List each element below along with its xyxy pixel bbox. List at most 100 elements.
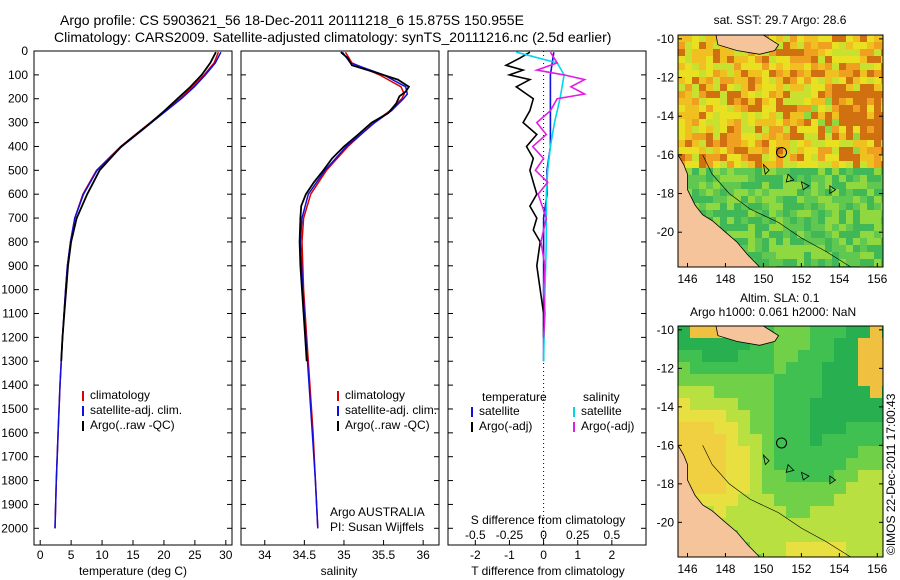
sst-field-cell (867, 119, 874, 126)
sst-field-cell (734, 161, 741, 168)
sla-field-cell (714, 434, 726, 446)
sst-field-cell (811, 154, 818, 161)
sst-field-cell (706, 42, 713, 49)
sst-field-cell (748, 168, 755, 175)
sst-field-cell (846, 210, 853, 217)
sst-field-cell (825, 126, 832, 133)
sst-field-cell (804, 175, 811, 182)
depth-tick-label: 2000 (1, 521, 28, 535)
sla-field-cell (690, 446, 702, 458)
sst-lon-label: 154 (829, 272, 849, 286)
sla-field-cell (822, 506, 834, 518)
sla-field-cell (774, 554, 786, 557)
sla-field-cell (678, 410, 690, 422)
sst-field-cell (741, 203, 748, 210)
sst-field-cell (825, 245, 832, 252)
sst-field-cell (804, 182, 811, 189)
sst-field-cell (741, 245, 748, 252)
sst-field-cell (825, 77, 832, 84)
sst-field-cell (825, 105, 832, 112)
sst-field-cell (741, 84, 748, 91)
sst-field-cell (776, 259, 783, 266)
sst-field-cell (720, 77, 727, 84)
sst-field-cell (804, 119, 811, 126)
sst-field-cell (734, 210, 741, 217)
sla-field-cell (678, 434, 690, 446)
sst-field-cell (860, 203, 867, 210)
sla-field-cell (870, 386, 882, 398)
sst-field-cell (734, 126, 741, 133)
depth-tick-label: 500 (8, 163, 28, 177)
sst-field-cell (769, 70, 776, 77)
sla-field-cell (714, 482, 726, 494)
sla-field-cell (858, 542, 870, 554)
sst-field-cell (720, 112, 727, 119)
sst-field-cell (776, 203, 783, 210)
sst-field-cell (860, 84, 867, 91)
sst-field-cell (804, 203, 811, 210)
sst-field-cell (685, 35, 692, 42)
sst-field-cell (720, 63, 727, 70)
sst-field-cell (853, 196, 860, 203)
sst-field-cell (874, 105, 881, 112)
sst-field-cell (727, 133, 734, 140)
sst-field-cell (769, 35, 776, 42)
sst-field-cell (839, 196, 846, 203)
sst-field-cell (755, 182, 762, 189)
sst-field-cell (839, 133, 846, 140)
sst-field-cell (706, 210, 713, 217)
sla-field-cell (846, 470, 858, 482)
sst-field-cell (881, 182, 883, 189)
sla-field-cell (834, 446, 846, 458)
sst-field-cell (776, 70, 783, 77)
sst-field-cell (860, 238, 867, 245)
sla-field-cell (798, 518, 810, 530)
sla-field-cell (714, 398, 726, 410)
sst-field-cell (755, 154, 762, 161)
sst-field-cell (741, 49, 748, 56)
sla-field-cell (714, 350, 726, 362)
sst-field-cell (818, 175, 825, 182)
sla-field-cell (762, 482, 774, 494)
sst-field-cell (825, 203, 832, 210)
sla-field-cell (858, 410, 870, 422)
sla-field-cell (846, 422, 858, 434)
sst-field-cell (797, 133, 804, 140)
sst-field-cell (699, 70, 706, 77)
sst-field-cell (755, 105, 762, 112)
sst-field-cell (762, 231, 769, 238)
sla-field-cell (762, 374, 774, 386)
sst-field-cell (825, 84, 832, 91)
sla-field-cell (690, 338, 702, 350)
sla-field-cell (822, 410, 834, 422)
sla-field-cell (714, 470, 726, 482)
sst-field-cell (797, 112, 804, 119)
depth-tick-label: 1100 (2, 307, 28, 321)
sst-field-cell (783, 175, 790, 182)
sla-field-cell (690, 422, 702, 434)
sla-field-cell (750, 350, 762, 362)
sst-field-cell (804, 210, 811, 217)
sal-tick-label: 35 (337, 548, 351, 562)
sst-field-cell (776, 133, 783, 140)
sst-field-cell (867, 224, 874, 231)
sst-field-cell (860, 49, 867, 56)
sst-field-cell (678, 112, 685, 119)
sla-field-cell (822, 554, 834, 557)
sst-field-cell (825, 49, 832, 56)
sst-field-cell (846, 217, 853, 224)
sst-field-cell (769, 56, 776, 63)
sst-field-cell (762, 56, 769, 63)
sst-field-cell (762, 175, 769, 182)
sst-field-cell (783, 252, 790, 259)
sla-field-cell (798, 350, 810, 362)
sst-field-cell (685, 49, 692, 56)
sst-field-cell (692, 189, 699, 196)
sst-field-cell (825, 63, 832, 70)
sst-field-cell (678, 154, 685, 161)
header-line-1: Argo profile: CS 5903621_56 18-Dec-2011 … (60, 12, 524, 28)
sst-field-cell (692, 98, 699, 105)
depth-tick-label: 100 (8, 68, 28, 82)
depth-tick-label: 1900 (1, 497, 28, 511)
sst-field-cell (727, 203, 734, 210)
